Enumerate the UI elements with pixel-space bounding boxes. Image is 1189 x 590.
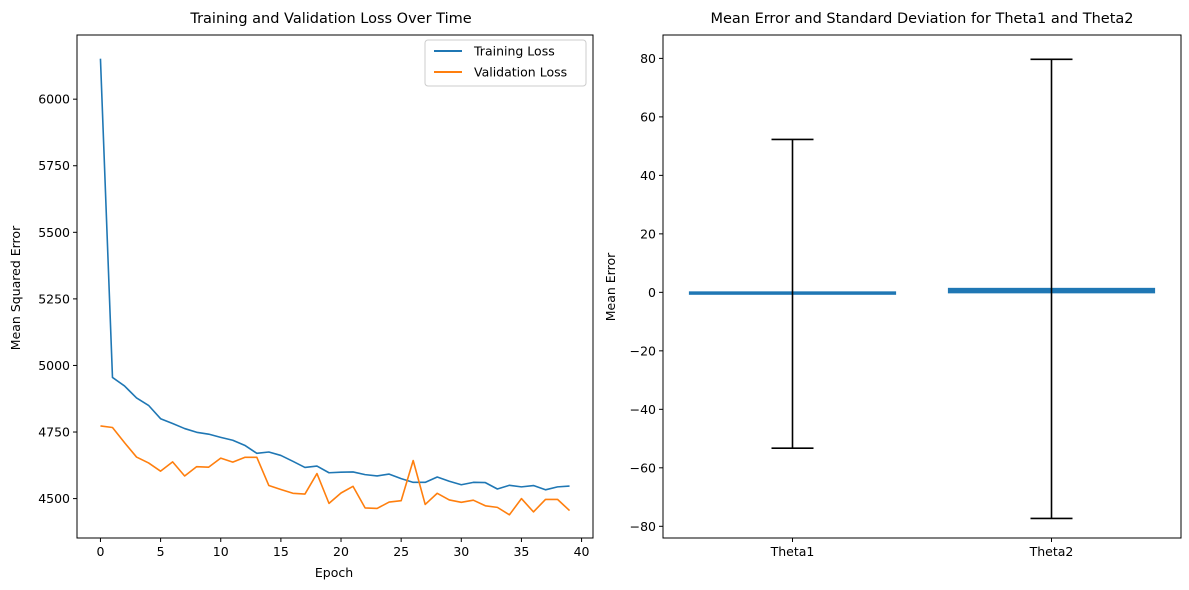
error-x-tick-label: Theta2 [1029,544,1074,559]
error-y-tick-label: 60 [640,109,656,124]
legend-validation-label: Validation Loss [474,65,567,80]
error-plot-frame [662,34,1182,539]
loss-y-tick-label: 5750 [38,158,70,173]
loss-y-tick-label: 5250 [38,291,70,306]
loss-y-tick-label: 6000 [38,92,70,107]
validation-loss-line [100,425,571,516]
error-y-ticks: −80 −60 −40 −20 0 20 40 60 80 [630,51,663,534]
legend-training-label: Training Loss [473,44,555,59]
loss-plot-frame [76,34,594,539]
loss-x-tick-label: 20 [333,544,349,559]
loss-y-tick-label: 5500 [38,225,70,240]
error-x-ticks: Theta1 Theta2 [770,538,1074,559]
error-y-tick-label: −60 [630,460,656,475]
error-bars [688,58,1156,520]
loss-x-tick-label: 5 [157,544,165,559]
loss-y-tick-label: 5000 [38,358,70,373]
loss-x-tick-label: 30 [453,544,469,559]
loss-y-tick-label: 4500 [38,491,70,506]
loss-x-tick-label: 35 [513,544,529,559]
error-y-tick-label: −40 [630,402,656,417]
legend: Training Loss Validation Loss [424,39,587,87]
error-y-tick-label: −20 [630,343,656,358]
loss-y-axis-label: Mean Squared Error [8,225,23,350]
error-y-tick-label: 0 [648,285,656,300]
loss-lines [99,58,571,516]
loss-x-tick-label: 25 [393,544,409,559]
error-y-tick-label: 20 [640,226,656,241]
loss-x-tick-label: 10 [213,544,229,559]
loss-chart: Training and Validation Loss Over Time 0… [8,11,594,580]
loss-x-axis-label: Epoch [315,565,353,580]
loss-x-tick-label: 0 [96,544,104,559]
loss-y-tick-label: 4750 [38,425,70,440]
loss-x-tick-label: 40 [574,544,590,559]
error-y-tick-label: 40 [640,168,656,183]
training-loss-line [99,58,570,491]
error-x-tick-label: Theta1 [770,544,815,559]
loss-x-ticks: 0 5 10 15 20 25 30 35 40 [96,538,590,559]
loss-chart-title: Training and Validation Loss Over Time [189,11,471,27]
error-chart: Mean Error and Standard Deviation for Th… [603,11,1182,559]
legend-box [424,39,587,87]
loss-x-tick-label: 15 [273,544,289,559]
error-chart-title: Mean Error and Standard Deviation for Th… [710,11,1133,27]
error-y-tick-label: 80 [640,51,656,66]
error-y-axis-label: Mean Error [603,252,618,321]
loss-y-ticks: 4500 4750 5000 5250 5500 5750 6000 [38,92,77,506]
error-y-tick-label: −80 [630,519,656,534]
